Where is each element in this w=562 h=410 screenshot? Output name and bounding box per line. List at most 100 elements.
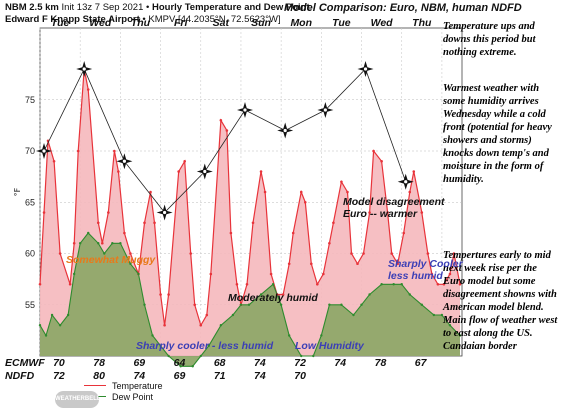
temperature-point	[58, 252, 62, 255]
temperature-point	[251, 221, 255, 225]
ecmwf-marker-center	[162, 210, 167, 215]
day-label: Thu	[412, 17, 432, 29]
dewpoint-point	[219, 324, 223, 327]
temperature-point	[346, 190, 349, 194]
temperature-point	[163, 323, 166, 327]
temperature-area	[40, 69, 460, 356]
chart-header-line-1: NBM 2.5 km Init 13z 7 Sep 2021 • Hourly …	[5, 2, 310, 13]
dewpoint-point	[66, 313, 70, 317]
weatherbell-logo: WEATHERBELL	[55, 391, 101, 408]
y-axis-label: °F	[13, 187, 22, 196]
ecmwf-marker-center	[363, 67, 368, 71]
ecmwf-marker-center	[203, 169, 207, 174]
note-next-week: Tempertures early to mid next week rise …	[443, 250, 558, 352]
temperature-point	[340, 180, 343, 184]
temperature-line	[39, 68, 461, 327]
temperature-point	[316, 282, 319, 286]
dewpoint-point	[312, 354, 315, 358]
temperature-point	[68, 282, 72, 286]
note-warmest-weather: Warmest weather with some humidity arriv…	[443, 83, 552, 185]
temperature-point	[372, 149, 375, 153]
temperature-point	[117, 170, 120, 173]
y-tick-label: 70	[25, 146, 35, 156]
temperature-point	[100, 241, 104, 245]
ecmwf-value: 68	[213, 357, 226, 369]
annotation-sharply-cooler: Sharply cooler - less humid	[136, 340, 274, 352]
annotation-somewhat-muggy: Somewhat Muggy	[66, 254, 156, 266]
day-label: Tue	[51, 17, 70, 29]
ndfd-row-label: NDFD	[5, 370, 35, 382]
ndfd-value: 74	[133, 370, 146, 382]
dewpoint-point	[137, 272, 140, 276]
ecmwf-value: 78	[374, 357, 387, 369]
chart-header-line-2: Edward F Knapp State Airport • KMPV [44.…	[5, 14, 281, 25]
temperature-point	[430, 272, 434, 276]
dewpoint-point	[103, 252, 106, 255]
day-label: Tue	[332, 17, 351, 29]
dewpoint-point	[448, 324, 452, 327]
temperature-point	[76, 149, 80, 153]
dewpoint-point	[111, 242, 114, 245]
legend-swatch-temperature	[84, 385, 106, 386]
day-label: Sat	[213, 17, 230, 29]
temperature-point	[396, 262, 399, 266]
dewpoint-point	[231, 313, 235, 317]
temperature-point	[281, 293, 285, 296]
temperature-point	[448, 272, 452, 276]
ecmwf-value: 72	[294, 357, 306, 369]
temperature-point	[442, 282, 446, 286]
temperature-point	[328, 241, 331, 245]
temperature-point	[332, 221, 335, 225]
day-label: Mon	[290, 17, 312, 29]
dewpoint-area	[40, 233, 460, 367]
ecmwf-marker-center	[82, 67, 86, 71]
ecmwf-value: 70	[53, 357, 65, 369]
temperature-point	[269, 272, 273, 276]
temperature-point	[426, 252, 430, 255]
dewpoint-point	[207, 344, 210, 347]
temperature-point	[205, 313, 209, 317]
temperature-point	[362, 252, 365, 255]
axes: 55 60 65 70 75 Tue Wed Thu Fri Sat Sun Mon Tue Wed Thu…	[13, 17, 432, 310]
temperature-point	[368, 211, 371, 214]
dewpoint-point	[259, 293, 263, 296]
ecmwf-marker-center	[122, 159, 126, 163]
ndfd-value: 80	[93, 370, 105, 382]
series-fills	[40, 69, 460, 367]
y-tick-label: 75	[25, 95, 35, 105]
ecmwf-marker-center	[42, 149, 46, 153]
ecmwf-value: 67	[414, 357, 427, 369]
dewpoint-point	[199, 354, 202, 358]
ecmwf-marker-center	[323, 108, 327, 112]
dewpoint-point	[287, 334, 291, 337]
dewpoint-point	[271, 283, 275, 286]
temperature-point	[107, 211, 110, 214]
temperature-point	[167, 293, 170, 296]
series-lines	[38, 67, 462, 368]
day-label: Sun	[251, 17, 271, 29]
dewpoint-point	[458, 334, 462, 337]
ecmwf-row-label: ECMWF	[5, 357, 45, 369]
temperature-point	[42, 211, 46, 214]
day-label: Thu	[131, 17, 151, 29]
temperature-point	[287, 262, 291, 266]
temperature-point	[38, 282, 42, 286]
temperature-point	[408, 190, 412, 194]
temperature-point	[309, 262, 313, 266]
day-label: Fri	[174, 17, 189, 29]
temperature-point	[193, 303, 197, 307]
ecmwf-marker-center	[283, 128, 287, 133]
annotation-sharply-cooler-2: Sharply Cooler less humid	[388, 258, 463, 282]
dewpoint-point	[320, 334, 323, 337]
ndfd-value: 69	[173, 370, 186, 382]
temperature-point	[235, 282, 239, 286]
y-tick-label: 60	[25, 249, 35, 259]
dewpoint-point	[392, 283, 395, 286]
ecmwf-value: 74	[254, 357, 266, 369]
ndfd-value: 72	[53, 370, 65, 382]
temperature-point	[199, 323, 203, 327]
dewpoint-point	[143, 303, 146, 306]
temperature-point	[219, 118, 223, 122]
ecmwf-value: 64	[173, 357, 186, 369]
dewpoint-point	[420, 303, 424, 306]
